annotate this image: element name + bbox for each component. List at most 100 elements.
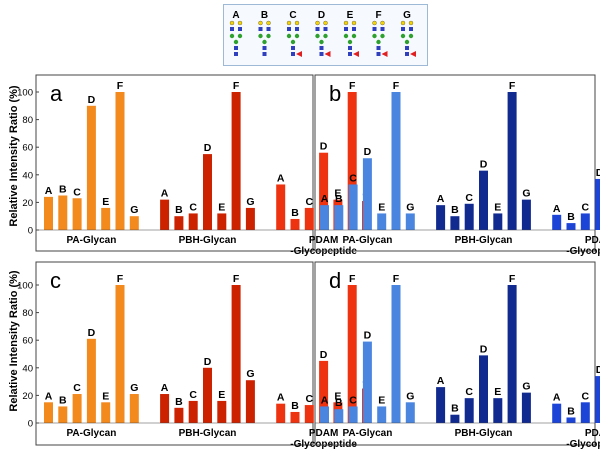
bar-label-b: B — [175, 204, 183, 216]
bar-d — [479, 170, 488, 230]
bar-label-b: B — [291, 207, 299, 219]
bar-g — [245, 380, 255, 423]
bar-a — [320, 205, 329, 230]
glcnac-icon — [258, 27, 263, 31]
bar-e — [377, 406, 387, 423]
glcnac-icon — [323, 27, 328, 31]
bar-label-d: D — [596, 364, 600, 376]
y-tick-label: 20 — [22, 391, 33, 402]
glycan-letter-e: E — [347, 10, 354, 21]
group-label: PDAM — [585, 428, 600, 439]
glcnac-icon — [315, 27, 320, 31]
y-tick-label: 0 — [28, 226, 33, 237]
bar-label-b: B — [567, 405, 575, 417]
bar-label-a: A — [45, 185, 53, 197]
bar-g — [405, 402, 415, 423]
y-axis-label-bottom: Relative Intensity Ratio (%) — [8, 270, 20, 412]
mannose-icon — [376, 39, 381, 45]
bar-a — [552, 214, 562, 230]
mannose-icon — [315, 33, 320, 39]
glycan-structure-f: F — [372, 10, 388, 57]
glcnac-icon — [348, 46, 352, 50]
bar-label-b: B — [335, 397, 343, 409]
bar-label-d: D — [480, 343, 488, 355]
bar-label-e: E — [378, 394, 385, 406]
bar-a — [160, 394, 170, 423]
bar-label-b: B — [567, 211, 575, 223]
mannose-icon — [286, 33, 292, 39]
glcnac-icon — [234, 52, 238, 56]
bar-label-d: D — [320, 141, 328, 153]
bar-label-f: F — [393, 80, 400, 92]
bar-e — [101, 402, 111, 423]
y-tick-label: 20 — [22, 198, 33, 209]
bar-c — [188, 400, 198, 423]
galactose-icon — [237, 20, 243, 26]
bar-label-g: G — [246, 368, 254, 380]
bar-b — [290, 218, 300, 230]
mannose-icon — [408, 33, 414, 39]
bar-label-c: C — [73, 382, 81, 394]
bar-label-a: A — [553, 392, 561, 404]
bar-label-g: G — [130, 382, 138, 394]
glcnac-icon — [230, 27, 234, 31]
fucose-icon — [381, 51, 388, 57]
bar-a — [320, 406, 329, 423]
bar-c — [72, 198, 82, 230]
fucose-icon — [296, 51, 302, 57]
glcnac-icon — [238, 27, 242, 31]
y-tick-label: 40 — [22, 170, 33, 181]
glcnac-icon — [380, 27, 385, 31]
bar-c — [188, 213, 198, 230]
bar-label-d: D — [364, 330, 372, 342]
y-tick-label: 80 — [22, 308, 33, 319]
fucose-icon — [324, 51, 331, 57]
bar-label-g: G — [522, 188, 530, 200]
mannose-icon — [351, 33, 357, 39]
bar-label-c: C — [465, 192, 473, 204]
bar-label-g: G — [246, 196, 254, 208]
bar-e — [101, 207, 111, 230]
mannose-icon — [262, 39, 267, 45]
glycan-letter-a: A — [232, 10, 239, 21]
glycan-letter-b: B — [261, 10, 268, 21]
bar-label-b: B — [59, 184, 67, 196]
bar-f — [347, 285, 357, 423]
fucose-icon — [410, 51, 416, 57]
group-label: PDAM — [309, 428, 338, 439]
glcnac-icon — [319, 52, 324, 56]
y-tick-label: 80 — [22, 115, 33, 126]
glycan-structure-e: E — [343, 10, 359, 57]
bar-label-e: E — [334, 390, 341, 402]
bar-c — [580, 213, 590, 230]
bar-label-f: F — [349, 80, 356, 92]
galactose-icon — [400, 20, 406, 26]
bar-b — [334, 409, 344, 423]
bar-d — [86, 105, 96, 230]
bar-b — [450, 414, 460, 423]
bar-label-g: G — [130, 204, 138, 216]
bar-g — [521, 199, 531, 230]
bar-g — [405, 213, 415, 230]
bar-label-c: C — [189, 201, 197, 213]
bar-d — [595, 376, 600, 423]
group-label: PA-Glycan — [342, 428, 392, 439]
glycan-structure-b: B — [258, 10, 271, 56]
glcnac-icon — [409, 27, 413, 31]
group-label: PDAM — [309, 235, 338, 246]
glycan-letter-f: F — [375, 10, 381, 21]
fucose-icon — [353, 51, 359, 57]
bar-f — [347, 92, 357, 230]
bar-b — [58, 406, 68, 423]
mannose-icon — [400, 33, 406, 39]
panel-d: dABCDEFGPA-GlycanABCDEFGPBH-GlycanABCDEF… — [314, 261, 600, 450]
group-label: -Glycopeptide — [566, 439, 600, 450]
glcnac-icon — [295, 27, 299, 31]
mannose-icon — [380, 33, 385, 39]
bar-label-b: B — [59, 394, 67, 406]
bar-c — [348, 184, 358, 230]
glycan-structures: A B C D E F G — [229, 10, 416, 57]
bar-label-f: F — [233, 80, 240, 92]
bar-label-c: C — [73, 186, 81, 198]
